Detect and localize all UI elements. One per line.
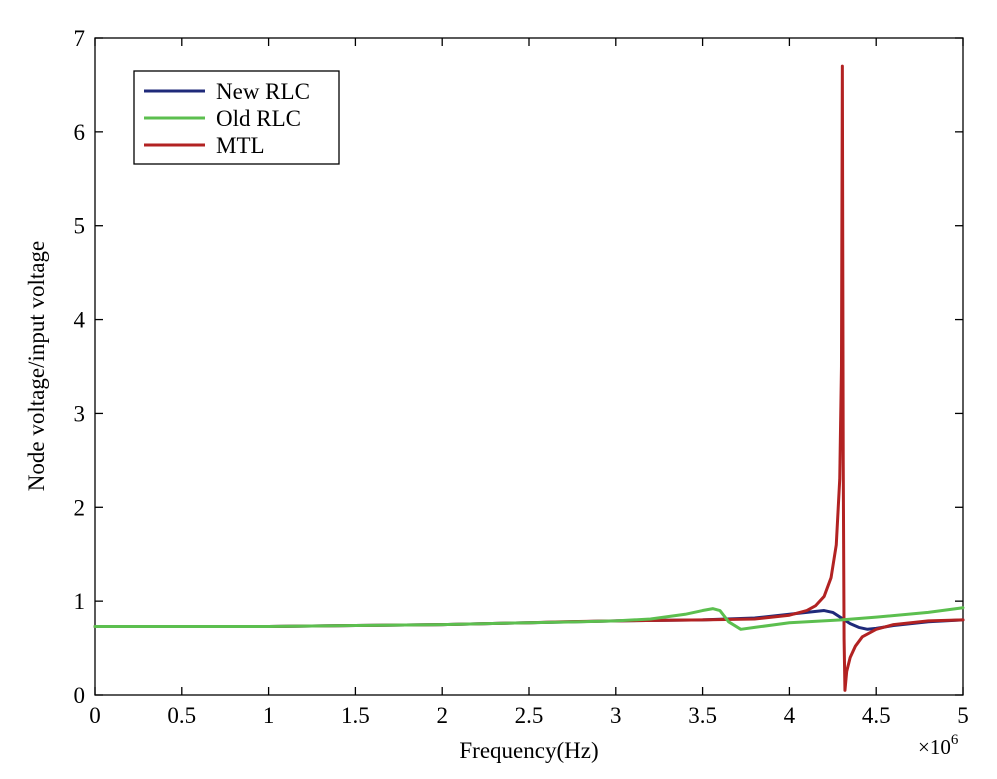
legend-label: MTL <box>216 133 265 158</box>
x-tick-label: 0.5 <box>167 703 196 728</box>
x-tick-label: 4 <box>784 703 796 728</box>
y-tick-label: 7 <box>74 26 86 51</box>
y-axis-title: Node voltage/input voltage <box>24 241 49 491</box>
x-axis-multiplier-base: ×10 <box>918 735 951 759</box>
y-tick-label: 4 <box>74 308 86 333</box>
series-layer <box>93 64 965 692</box>
y-tick-label: 3 <box>74 401 86 426</box>
x-axis-multiplier-exponent: 6 <box>951 732 959 748</box>
x-tick-label: 1.5 <box>341 703 370 728</box>
y-tick-label: 2 <box>74 495 86 520</box>
x-tick-label: 4.5 <box>862 703 891 728</box>
x-tick-label: 0 <box>89 703 101 728</box>
x-axis-title: Frequency(Hz) <box>459 738 598 763</box>
x-tick-label: 3 <box>610 703 622 728</box>
legend-label: New RLC <box>216 79 310 104</box>
y-tick-label: 5 <box>74 214 86 239</box>
y-tick-label: 0 <box>74 683 86 708</box>
y-tick-label: 6 <box>74 120 86 145</box>
series-line-old-rlc <box>93 606 965 631</box>
x-tick-label: 3.5 <box>688 703 717 728</box>
x-tick-label: 2.5 <box>515 703 544 728</box>
y-axis-ticks: 0 1 2 3 4 5 6 7 <box>74 26 963 708</box>
legend-label: Old RLC <box>216 106 301 131</box>
x-tick-label: 1 <box>263 703 275 728</box>
x-tick-label: 5 <box>957 703 969 728</box>
x-tick-label: 2 <box>436 703 448 728</box>
x-axis-multiplier: ×106 <box>918 732 959 759</box>
x-axis-ticks: 0 0.5 1 1.5 2 2.5 3 3.5 4 4.5 5 <box>89 38 969 728</box>
y-tick-label: 1 <box>74 589 86 614</box>
